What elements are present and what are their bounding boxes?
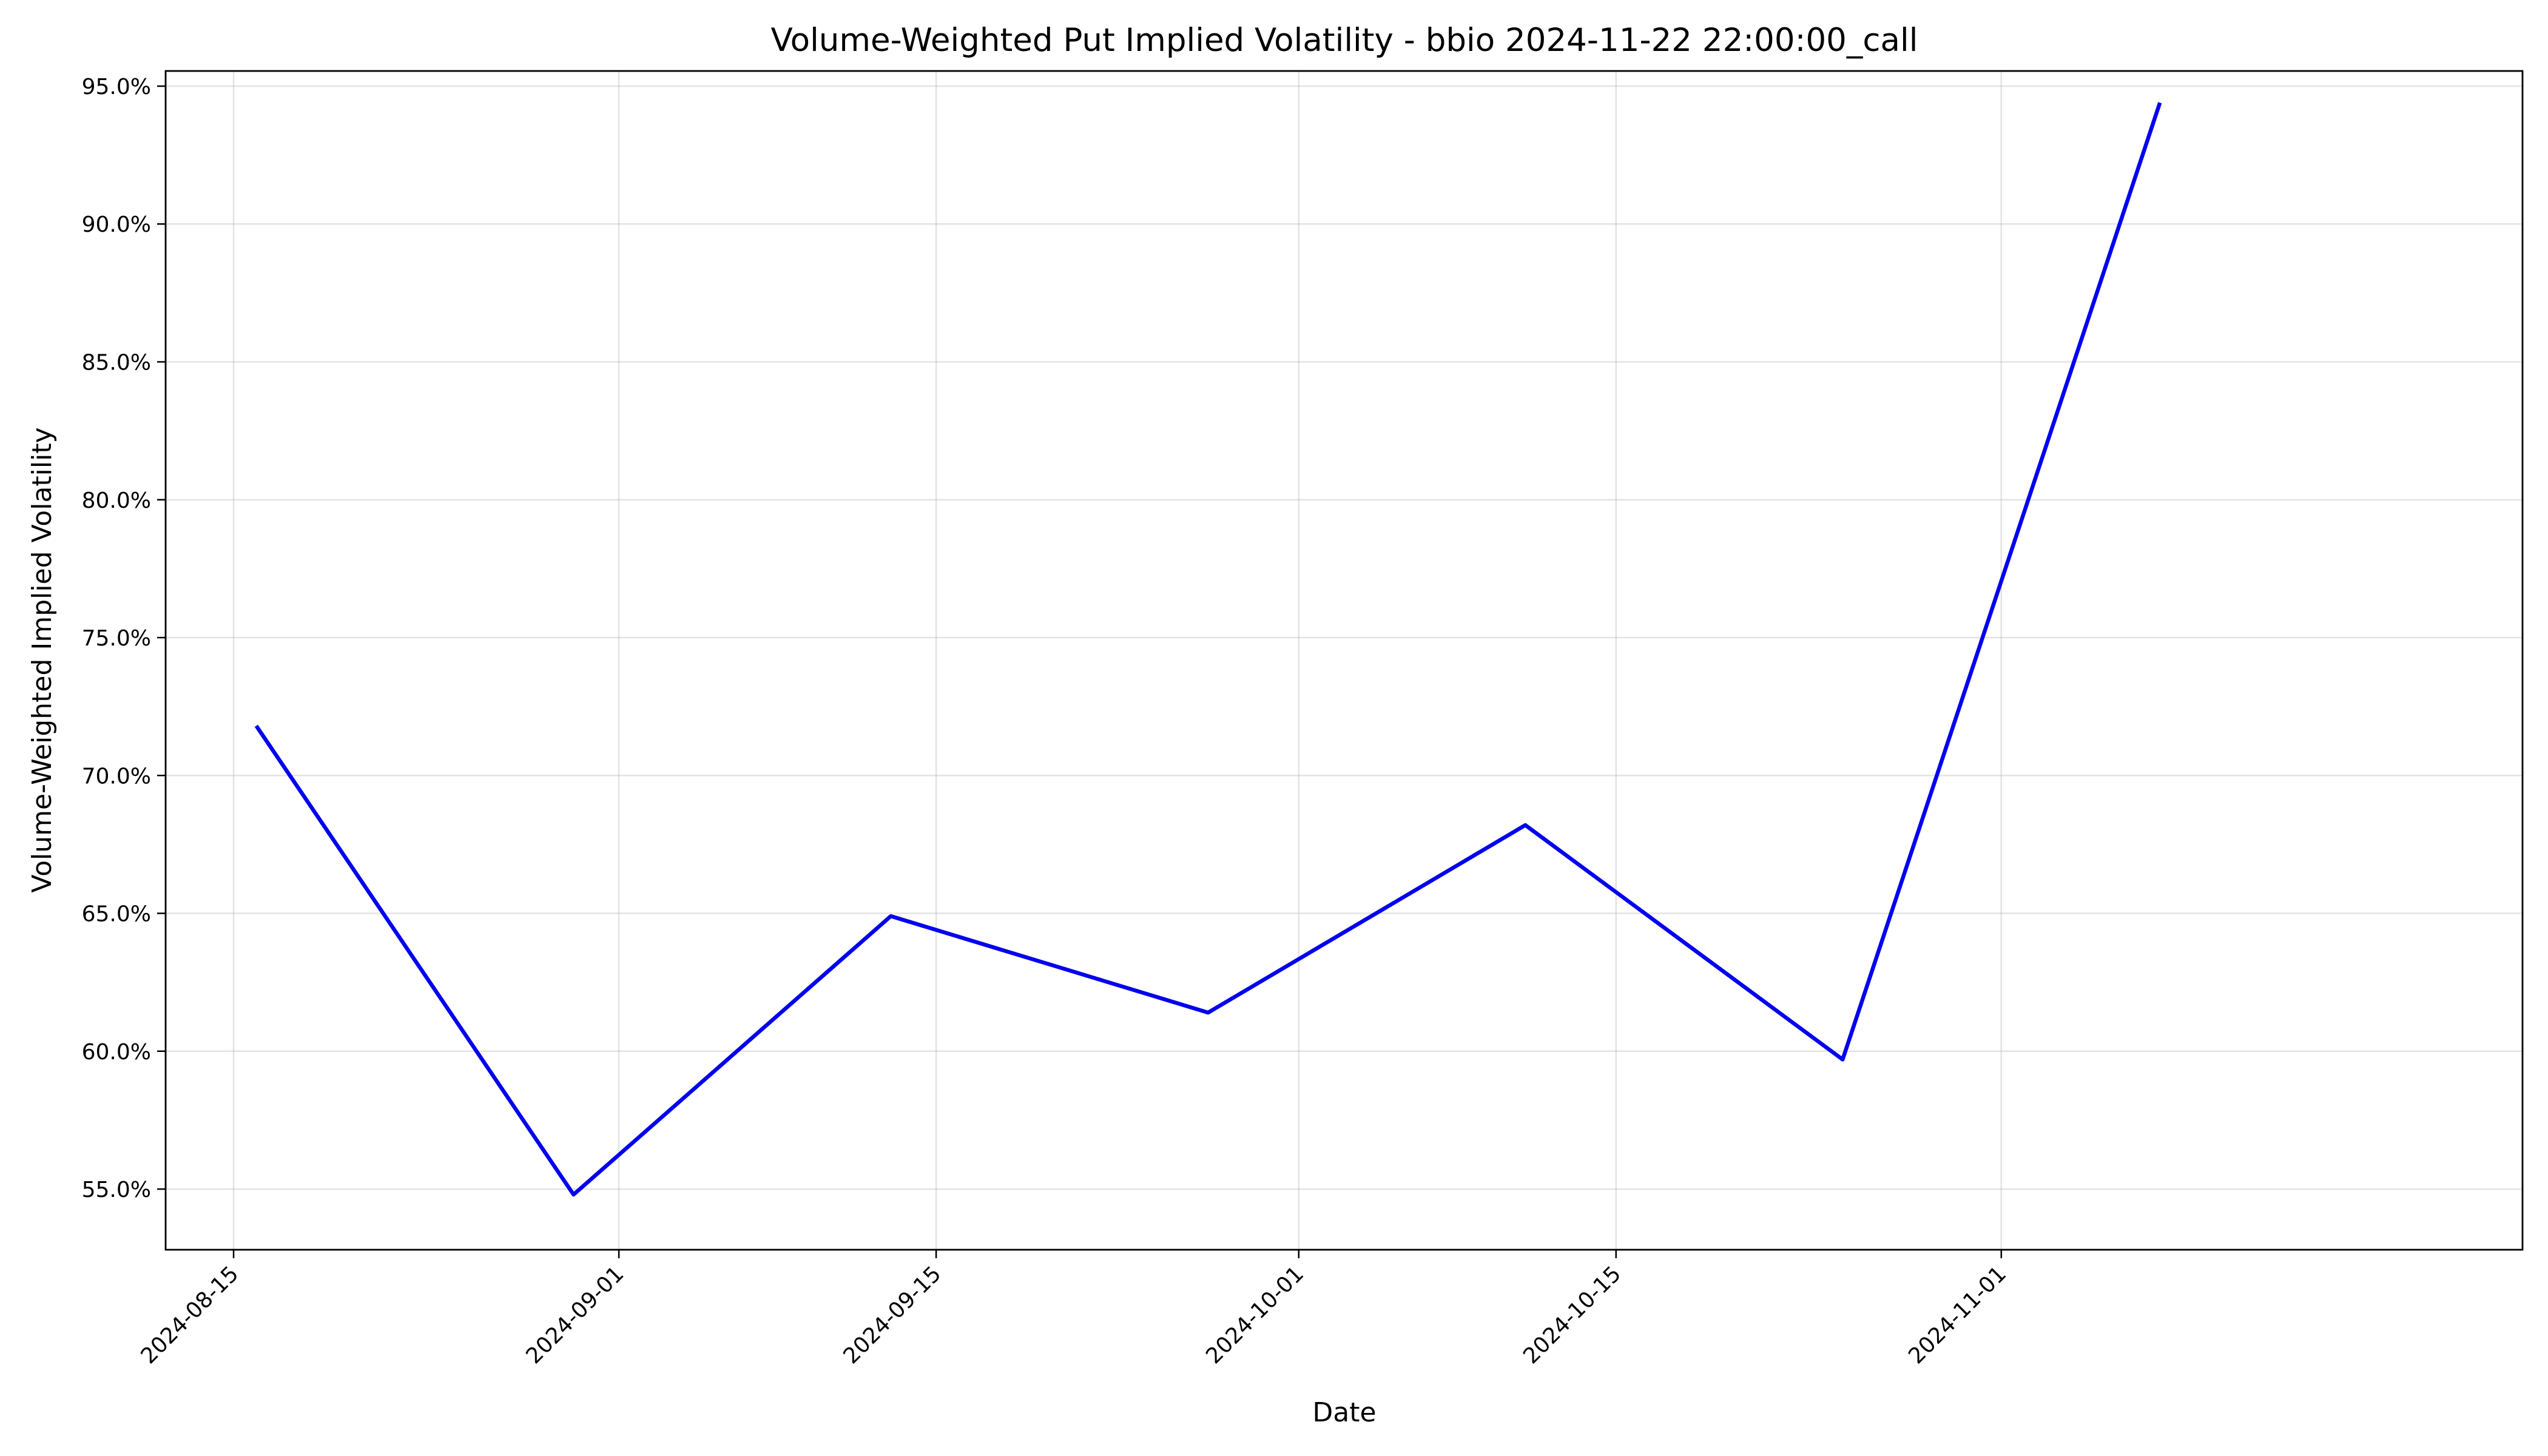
- y-tick-label: 95.0%: [82, 75, 151, 99]
- y-tick-label: 70.0%: [82, 764, 151, 789]
- y-axis-title: Volume-Weighted Implied Volatility: [27, 427, 58, 892]
- y-tick-label: 90.0%: [82, 212, 151, 237]
- y-tick-label: 85.0%: [82, 351, 151, 376]
- y-tick-label: 75.0%: [82, 626, 151, 651]
- y-tick-label: 55.0%: [82, 1178, 151, 1202]
- y-tick-label: 80.0%: [82, 488, 151, 513]
- series-layer: [254, 102, 2162, 1197]
- plot-area-frame: [164, 70, 2524, 1251]
- axis-ticks: [157, 85, 2003, 1258]
- series-line: [254, 102, 2162, 1197]
- y-tick-label: 65.0%: [82, 902, 151, 927]
- x-axis-title: Date: [1312, 1397, 1376, 1428]
- grid: [166, 71, 2523, 1250]
- y-tick-label: 60.0%: [82, 1040, 151, 1065]
- chart-title: Volume-Weighted Put Implied Volatility -…: [771, 22, 1918, 59]
